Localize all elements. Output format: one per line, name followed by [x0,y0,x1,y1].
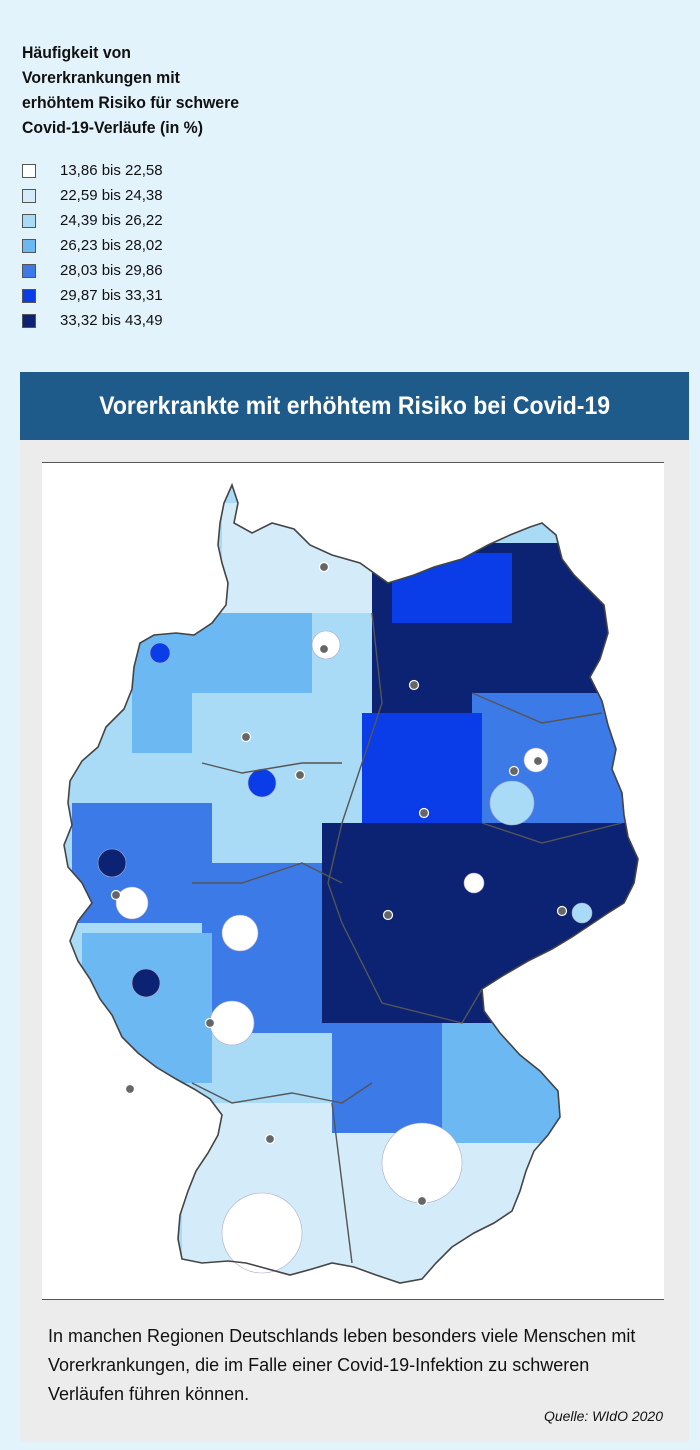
legend-label: 13,86 bis 22,58 [60,162,163,179]
city-marker [294,769,306,781]
legend-swatch [22,238,36,253]
region-spot [131,968,161,998]
border-line [481,822,623,844]
city-markers [110,561,568,1207]
region-spot [221,1192,303,1274]
city-marker [532,755,544,767]
legend-swatch [22,313,36,328]
legend-label: 22,59 bis 24,38 [60,187,163,204]
legend-item: 33,32 bis 43,49 [22,308,163,333]
region-spot [463,872,485,894]
source-note: Quelle: WIdO 2020 [543,1408,663,1424]
city-marker [418,807,430,819]
city-marker [110,889,122,901]
legend-item: 26,23 bis 28,02 [22,233,163,258]
title-banner: Vorerkrankte mit erhöhtem Risiko bei Cov… [20,372,689,440]
legend-item: 24,39 bis 26,22 [22,208,163,233]
region-spot [221,914,259,952]
city-marker [556,905,568,917]
border-line [201,762,342,774]
legend-item: 13,86 bis 22,58 [22,158,163,183]
border-line [327,612,483,1024]
caption-text: In manchen Regionen Deutschlands leben b… [48,1326,636,1404]
legend-swatch [22,288,36,303]
region-bavaria-west [332,1003,462,1133]
region-spot [97,848,127,878]
legend-swatch [22,213,36,228]
legend-swatch [22,163,36,178]
city-marker [416,1195,428,1207]
city-marker [124,1083,136,1095]
city-marker [382,909,394,921]
city-marker [240,731,252,743]
legend-label: 24,39 bis 26,22 [60,212,163,229]
legend-list: 13,86 bis 22,58 22,59 bis 24,38 24,39 bi… [22,158,163,333]
germany-choropleth-map [63,484,639,1284]
city-marker [204,1017,216,1029]
region-spot [489,780,535,826]
city-marker [318,561,330,573]
border-line [471,692,603,724]
border-line [331,1102,353,1264]
legend-label: 26,23 bis 28,02 [60,237,163,254]
map-frame [42,462,664,1300]
city-marker [318,643,330,655]
map-panel: Vorerkrankte mit erhöhtem Risiko bei Cov… [20,372,689,1442]
region-lowersaxony [192,693,362,843]
legend-item: 22,59 bis 24,38 [22,183,163,208]
light-regions [97,630,593,1274]
region-schleswig [222,503,382,613]
city-marker [508,765,520,777]
legend-label: 28,03 bis 29,86 [60,262,163,279]
region-spot [381,1122,463,1204]
region-spot [209,1000,255,1046]
state-borders [191,612,623,1264]
region-vorpommern [392,553,512,623]
region-spot [149,642,171,664]
banner-title: Vorerkrankte mit erhöhtem Risiko bei Cov… [99,391,610,420]
legend-title: Häufigkeit von Vorerkrankungen mit erhöh… [22,43,240,137]
legend-label: 33,32 bis 43,49 [60,312,163,329]
legend-label: 29,87 bis 33,31 [60,287,163,304]
border-line [192,862,343,884]
city-marker [264,1133,276,1145]
city-marker [408,679,420,691]
region-spot [115,886,149,920]
region-spot [247,768,277,798]
legend-item: 29,87 bis 33,31 [22,283,163,308]
legend-swatch [22,188,36,203]
region-spot [571,902,593,924]
border-line [191,1082,373,1104]
legend-item: 28,03 bis 29,86 [22,258,163,283]
legend-swatch [22,263,36,278]
